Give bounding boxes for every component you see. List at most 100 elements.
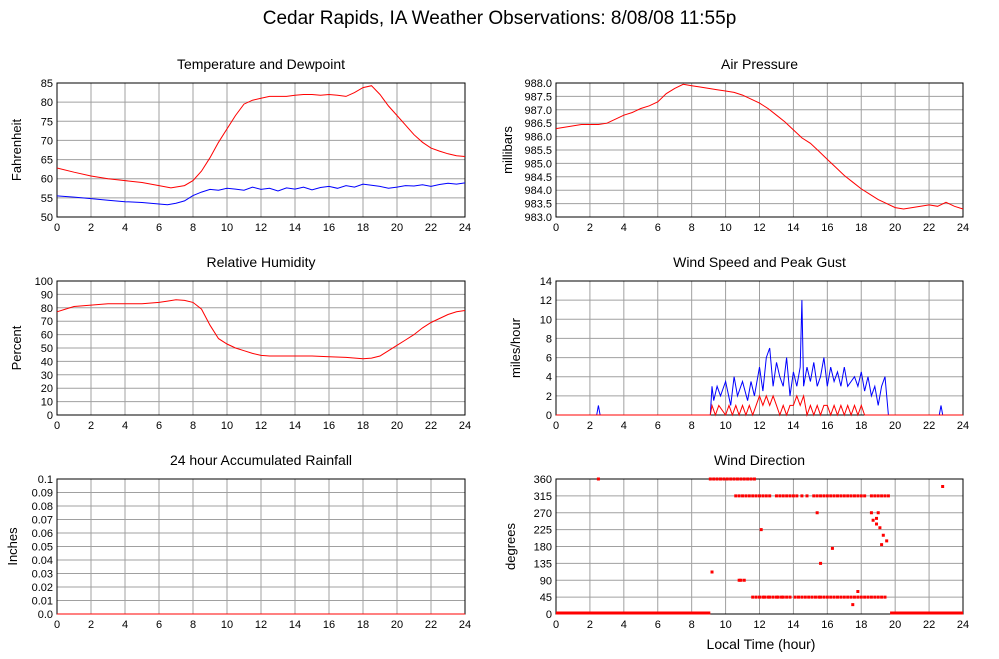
data-point [742,477,746,481]
data-point [813,595,817,599]
data-point [941,485,945,488]
x-tick-label: 16 [821,420,833,432]
x-tick-label: 18 [357,222,369,234]
series-line-0 [555,83,964,210]
data-point [819,561,823,565]
x-tick-label: 22 [923,619,935,631]
data-point [761,595,765,599]
x-tick-label: 20 [889,619,901,631]
y-tick-label: 75 [41,116,53,128]
x-tick-label: 8 [190,420,196,432]
data-point [737,494,741,498]
x-tick-label: 4 [621,222,627,234]
x-tick-label: 2 [88,619,94,631]
x-tick-label: 12 [753,619,765,631]
plot-frame [555,82,964,218]
data-point [869,494,873,498]
x-tick-label: 8 [689,222,695,234]
y-tick-label: 0 [546,410,552,422]
data-point [764,494,768,498]
y-tick-label: 0.06 [32,528,53,540]
x-tick-label: 4 [122,619,128,631]
data-point [791,494,795,498]
data-point [822,595,826,599]
x-tick-label: 0 [54,619,60,631]
data-point [751,494,755,498]
plot-frame [555,478,964,615]
data-point [761,494,765,498]
data-point [785,595,789,599]
data-point [751,595,755,599]
data-point [852,595,856,599]
x-tick-label: 24 [459,619,471,631]
x-tick-label: 12 [255,420,267,432]
data-point [785,494,789,498]
data-point [758,595,761,599]
data-point [754,494,758,498]
x-tick-label: 12 [255,222,267,234]
series-line-1 [56,182,466,206]
data-point [596,477,600,481]
data-point [710,570,714,574]
data-point [810,595,814,599]
x-tick-label: 12 [753,420,765,432]
y-tick-label: 85 [41,78,53,90]
data-point [795,494,799,498]
x-tick-label: 24 [957,222,969,234]
y-tick-label: 6 [546,353,552,365]
data-point [859,494,863,498]
x-tick-label: 8 [689,420,695,432]
x-tick-label: 6 [156,222,162,234]
data-point [780,595,784,599]
chart-title: Temperature and Dewpoint [177,56,345,72]
x-tick-label: 14 [289,619,301,631]
data-point [836,595,840,599]
y-tick-label: 50 [41,343,53,355]
data-point [800,595,804,599]
y-tick-label: 4 [546,372,552,384]
data-point [715,477,719,481]
data-point [829,595,833,599]
x-tick-label: 14 [289,420,301,432]
data-point [849,494,853,498]
data-point [859,595,863,599]
data-point [832,494,836,498]
y-tick-label: 65 [41,155,53,167]
y-tick-label: 30 [41,370,53,382]
data-point [739,578,743,582]
series-line-0 [56,299,466,360]
x-tick-label: 20 [391,222,403,234]
data-point [708,477,712,481]
x-tick-label: 2 [88,420,94,432]
x-tick-label: 8 [190,619,196,631]
x-tick-label: 6 [156,420,162,432]
data-point [729,477,733,481]
chart-title: 24 hour Accumulated Rainfall [170,452,352,468]
y-tick-label: 986.0 [524,132,552,144]
y-tick-label: 985.5 [524,145,552,157]
data-point [742,578,746,582]
y-axis-label: Inches [5,527,20,566]
x-tick-label: 16 [323,420,335,432]
x-tick-label: 6 [655,222,661,234]
y-tick-label: 987.5 [524,91,552,103]
data-point [749,477,753,481]
data-point [849,595,853,599]
data-point [875,516,879,520]
x-tick-label: 24 [459,222,471,234]
data-point [851,603,855,607]
x-tick-label: 18 [357,619,369,631]
data-point [788,595,792,599]
y-tick-label: 90 [41,289,53,301]
x-tick-label: 22 [425,222,437,234]
y-tick-label: 0 [47,410,53,422]
x-tick-label: 18 [855,222,867,234]
x-tick-label: 14 [787,619,799,631]
y-tick-label: 987.0 [524,105,552,117]
x-tick-label: 8 [689,619,695,631]
x-tick-label: 20 [889,420,901,432]
data-point [839,494,843,498]
